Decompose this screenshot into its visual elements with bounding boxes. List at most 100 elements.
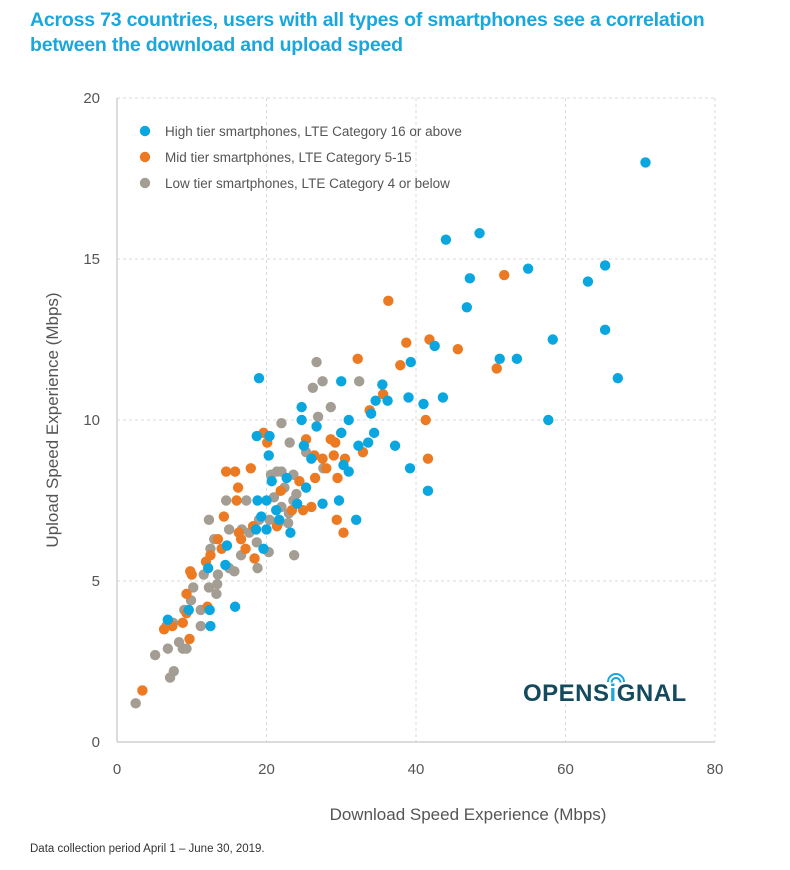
legend-marker-mid [139,151,151,163]
data-point-high [377,379,388,390]
y-tick-label: 10 [83,412,100,429]
data-point-mid [275,485,286,497]
data-point-high [543,414,554,426]
data-point-high [291,498,303,509]
logo-text-start: OPENS [523,680,610,707]
x-axis-title: Download Speed Experience (Mbps) [330,805,607,824]
y-tick-label: 15 [83,251,100,268]
data-point-high [440,234,452,245]
data-point-high [252,495,263,506]
data-point-low [264,514,275,526]
data-point-low [164,672,176,683]
data-point-high [205,620,216,632]
data-point-mid [452,343,464,355]
data-point-high [296,401,307,413]
x-tick-label: 20 [258,761,275,778]
data-point-high [429,340,440,352]
data-point-mid [422,453,434,464]
data-point-high [511,353,523,365]
data-point-low [252,562,263,574]
data-point-low [220,495,232,506]
data-point-high [404,463,416,474]
data-point-high [494,353,505,365]
data-point-mid [235,533,247,545]
y-tick-label: 20 [83,90,100,107]
data-point-high [612,372,624,384]
data-point-high [336,427,347,439]
data-point-mid [420,414,431,426]
data-point-low [307,382,319,393]
data-point-mid [317,453,328,464]
data-point-high [640,157,651,168]
y-tick-labels: 0 5 10 15 20 [83,90,100,751]
data-point-mid [186,569,197,580]
data-point-low [276,418,287,429]
data-point-low [311,356,322,368]
data-point-high [599,260,611,271]
data-point-high [300,482,312,493]
y-axis-title: Upload Speed Experience (Mbps) [43,292,62,547]
data-point-high [317,498,328,509]
data-point-high [464,273,476,284]
data-point-high [333,495,345,506]
data-point-low [223,524,235,535]
data-point-low [325,401,336,413]
data-point-mid [395,360,406,371]
data-point-high [437,392,449,403]
logo-text-end: GNAL [616,680,687,707]
data-point-high [253,372,265,384]
data-point-mid [309,472,321,484]
data-point-mid [491,363,502,374]
data-point-high [274,514,285,526]
data-point-mid [331,514,342,526]
data-point-high [261,524,272,535]
chart-title: Across 73 countries, users with all type… [30,9,705,56]
data-point-high [251,430,262,442]
data-point-high [162,614,174,625]
x-tick-labels: 0 20 40 60 80 [113,761,724,778]
legend-label-high: High tier smartphones, LTE Category 16 o… [165,124,462,139]
data-point-low [162,643,174,654]
data-point-high [343,466,354,477]
data-point-mid [245,463,257,474]
data-point-high [582,276,594,287]
legend-label-mid: Mid tier smartphones, LTE Category 5-15 [165,150,412,165]
data-point-high [220,559,231,571]
axes [116,98,715,743]
data-point-mid [137,685,148,696]
grid-lines [117,97,716,742]
data-point-mid [352,353,363,365]
data-point-high [256,511,267,522]
wifi-signal-icon [606,673,625,683]
data-point-low [288,550,300,561]
data-point-mid [321,463,332,474]
legend-marker-low [139,177,151,189]
opensignal-logo: OPENS iGNAL [523,673,687,708]
data-point-low [211,588,222,600]
data-point-mid [306,501,317,513]
data-point-mid [330,437,341,448]
data-point-high [204,604,215,616]
x-tick-label: 80 [707,761,724,778]
data-point-mid [328,450,339,461]
data-point-low [251,537,262,548]
data-point-high [202,562,214,574]
data-point-mid [249,553,260,564]
data-point-high [343,414,354,426]
y-tick-label: 5 [92,573,100,590]
data-point-high [474,228,485,239]
data-point-mid [177,617,188,629]
data-point-mid [338,527,349,538]
logo-wifi-i: i [606,673,625,707]
data-point-mid [212,533,224,545]
data-point-mid [218,511,230,522]
data-point-high [311,421,322,432]
data-point-mid [294,475,305,487]
data-point-low [195,620,206,632]
data-point-mid [229,466,241,477]
data-point-low [317,376,328,387]
data-point-high [266,475,277,487]
data-point-high [183,604,194,616]
data-point-high [336,376,347,387]
